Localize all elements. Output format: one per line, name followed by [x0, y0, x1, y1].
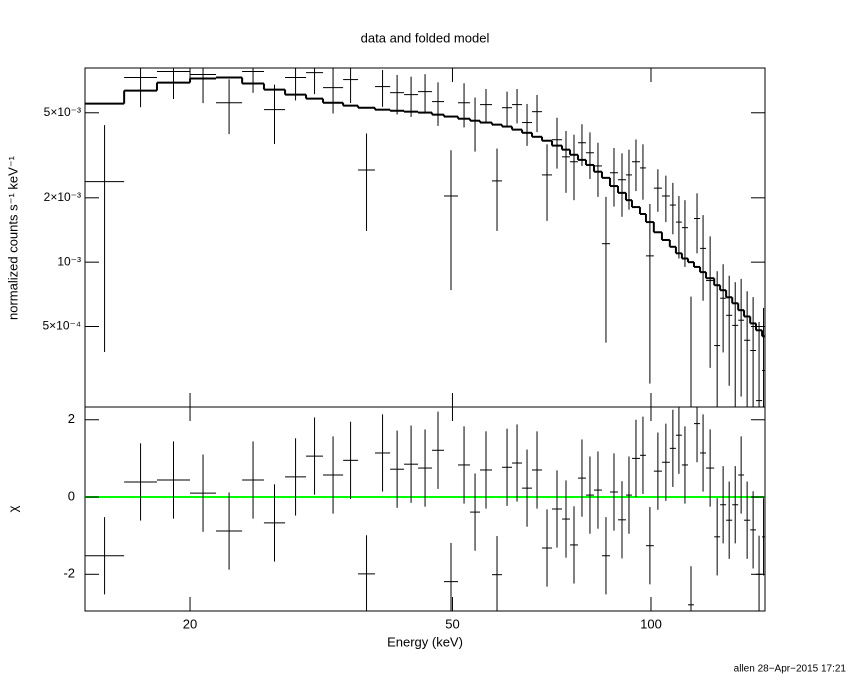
footer: allen 28−Apr−2015 17:21: [734, 664, 847, 675]
top-plot: [85, 68, 765, 407]
y-tick-label: 5×10⁻³: [44, 105, 81, 119]
y-tick-label: 5×10⁻⁴: [42, 319, 81, 333]
y-tick-label: 0: [68, 488, 75, 503]
y-tick-label: -2: [63, 566, 75, 581]
x-tick-label: 100: [640, 616, 662, 631]
y-tick-label: 10⁻³: [57, 254, 81, 268]
y-tick-label: 2×10⁻³: [44, 190, 81, 204]
x-tick-label: 50: [445, 616, 459, 631]
x-axis-label: Energy (keV): [387, 634, 463, 649]
y-tick-label: 2: [68, 411, 75, 426]
chart-title: data and folded model: [361, 30, 490, 45]
y-axis-label: χ: [5, 505, 20, 512]
bottom-plot: [85, 407, 765, 611]
top-frame: [84, 67, 766, 408]
y-axis-label: normalized counts s⁻¹ keV⁻¹: [5, 155, 20, 320]
x-tick-label: 20: [183, 616, 197, 631]
bottom-frame: [84, 406, 766, 612]
